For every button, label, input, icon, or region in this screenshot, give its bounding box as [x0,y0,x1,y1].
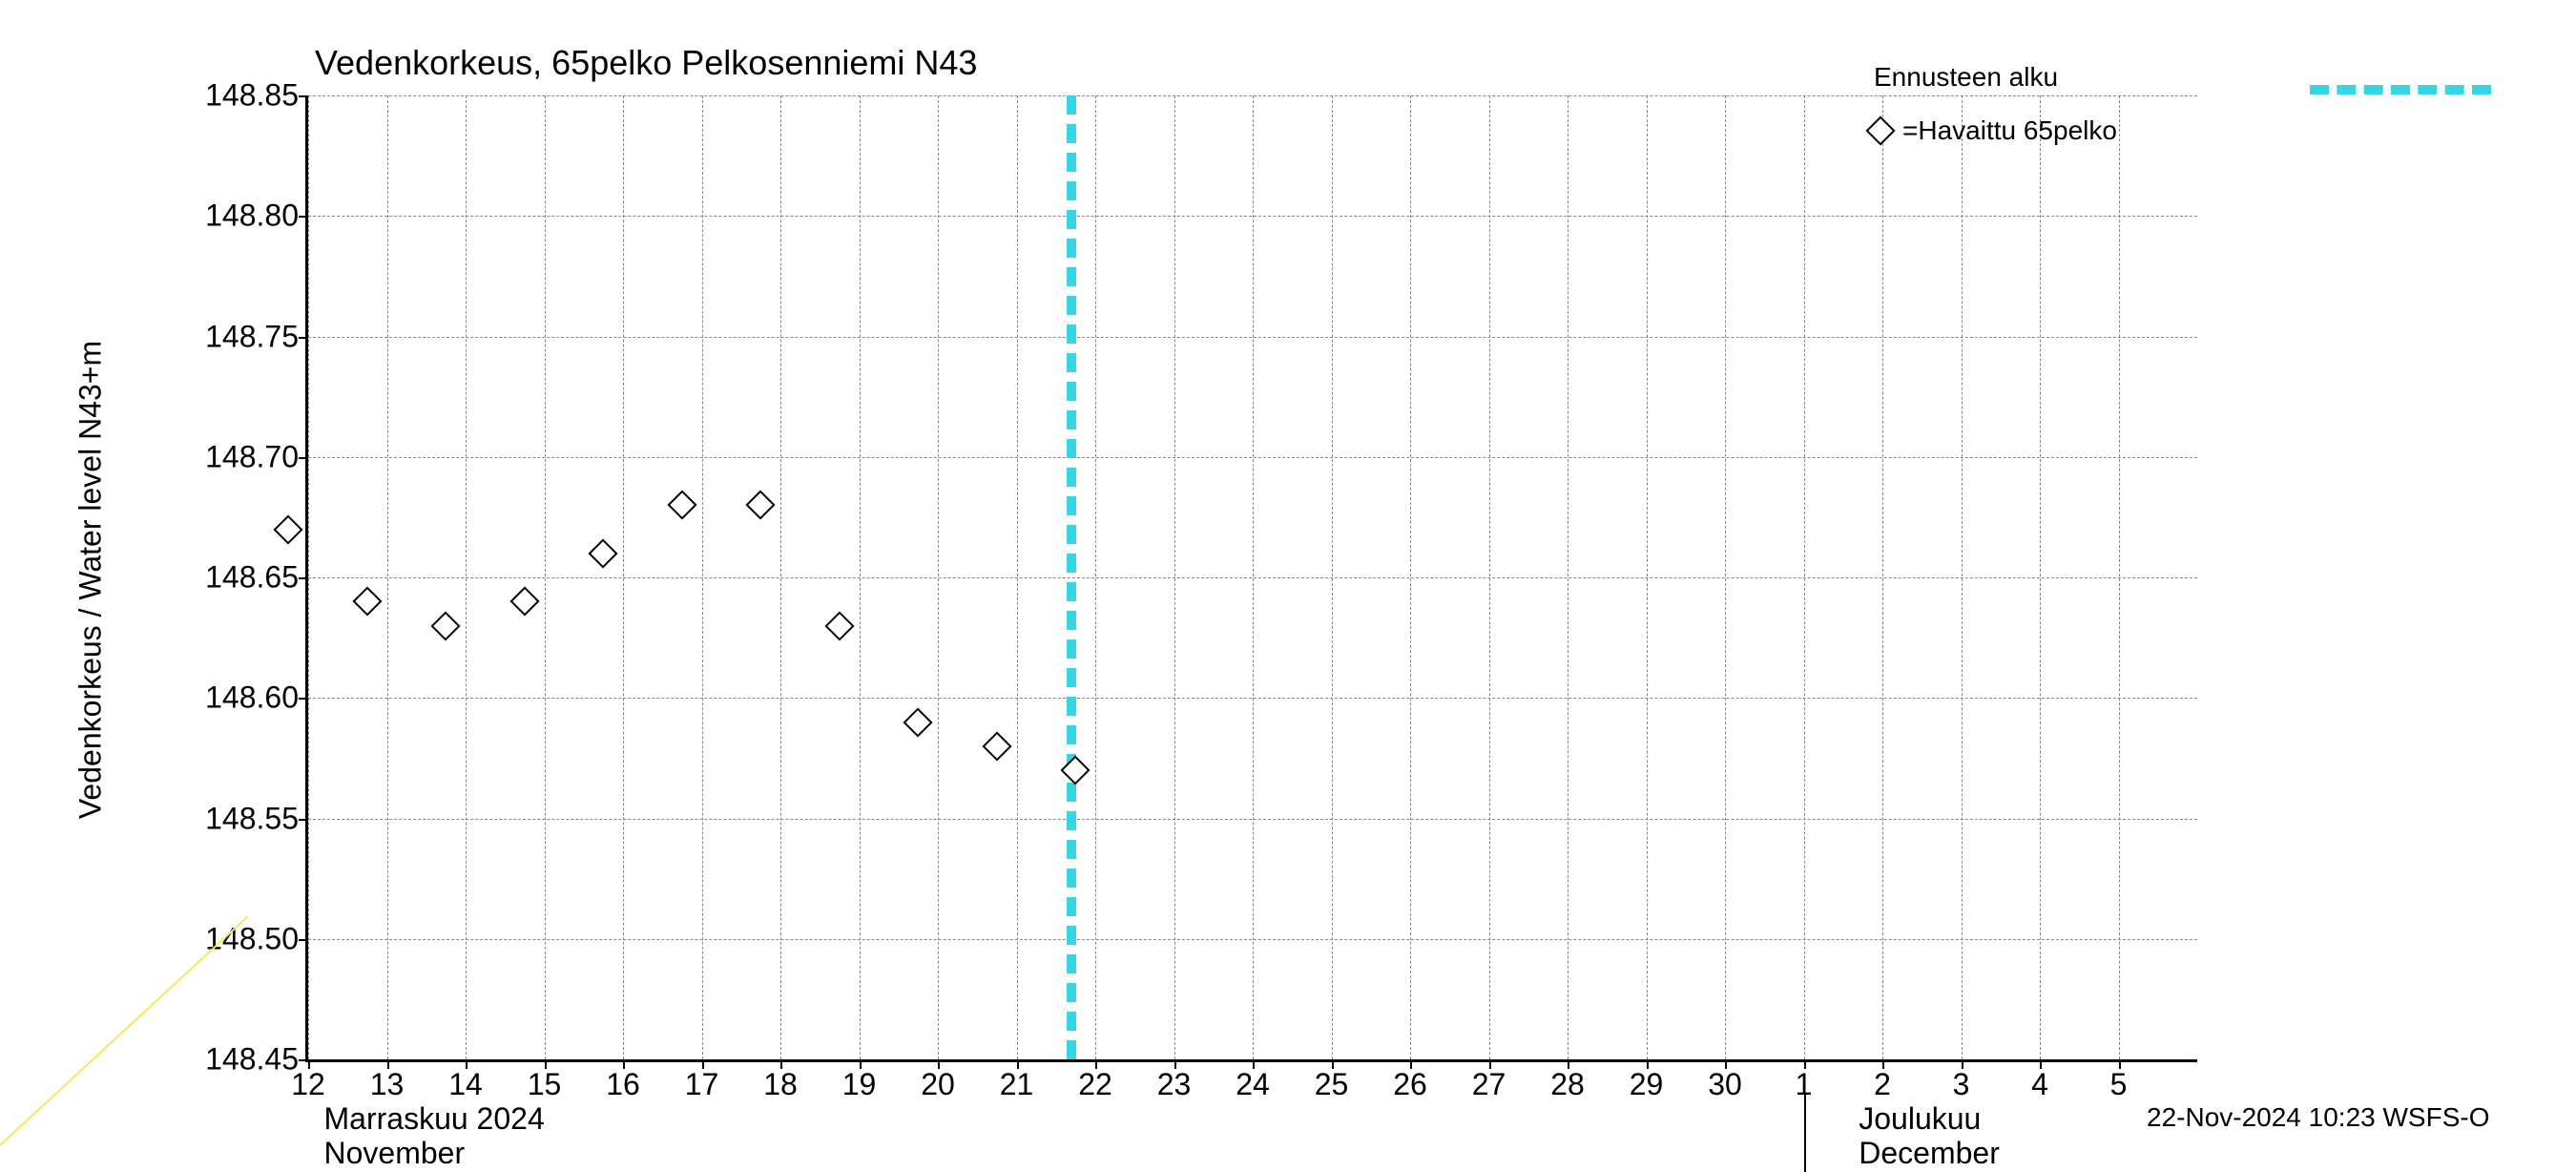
legend-forecast-label: Ennusteen alku [1874,62,2058,93]
ytick-label: 148.65 [205,560,308,596]
gridline-vertical [1725,95,1726,1059]
xtick-label: 29 [1630,1059,1664,1102]
month-label-en: December [1859,1136,2000,1171]
gridline-vertical [780,95,781,1059]
gridline-vertical [623,95,624,1059]
gridline-vertical [1804,95,1805,1059]
xtick-label: 13 [370,1059,405,1102]
timestamp: 22-Nov-2024 10:23 WSFS-O [2147,1102,2490,1133]
gridline-vertical [938,95,939,1059]
xtick-label: 14 [448,1059,483,1102]
ytick-label: 148.85 [205,78,308,114]
ytick-label: 148.50 [205,921,308,956]
legend-observed-label: =Havaittu 65pelko [1902,115,2117,146]
xtick-label: 24 [1236,1059,1270,1102]
xtick-label: 16 [606,1059,640,1102]
xtick-label: 15 [528,1059,562,1102]
y-axis-label: Vedenkorkeus / Water level N43+m [73,284,109,876]
gridline-vertical [545,95,546,1059]
xtick-label: 23 [1157,1059,1192,1102]
gridline-vertical [1882,95,1883,1059]
plot-area: 148.45148.50148.55148.60148.65148.70148.… [305,95,2197,1062]
data-point [274,514,303,544]
legend: Ennusteen alku =Havaittu 65pelko [1870,62,2117,154]
gridline-vertical [1174,95,1175,1059]
gridline-vertical [466,95,467,1059]
data-point [509,587,539,617]
gridline-vertical [2119,95,2120,1059]
xtick-label: 25 [1315,1059,1349,1102]
legend-forecast-line [2310,85,2491,94]
ytick-label: 148.60 [205,680,308,716]
xtick-label: 28 [1550,1059,1585,1102]
data-point [667,491,696,520]
gridline-vertical [1489,95,1490,1059]
xtick-label: 19 [842,1059,877,1102]
month-label-en: November [324,1136,466,1171]
xtick-label: 18 [763,1059,798,1102]
data-point [904,707,933,737]
month-divider [1804,1094,1806,1172]
month-label: Marraskuu 2024 [324,1101,545,1137]
xtick-label: 27 [1472,1059,1506,1102]
xtick-label: 4 [2031,1059,2048,1102]
diamond-icon [1865,115,1895,145]
gridline-vertical [1410,95,1411,1059]
gridline-vertical [308,95,309,1059]
forecast-start-line [1067,95,1076,1059]
ytick-label: 148.55 [205,801,308,836]
gridline-vertical [702,95,703,1059]
chart-title: Vedenkorkeus, 65pelko Pelkosenniemi N43 [315,43,977,83]
data-point [746,491,776,520]
xtick-label: 17 [685,1059,719,1102]
gridline-vertical [1962,95,1963,1059]
legend-observed-row: =Havaittu 65pelko [1870,115,2117,146]
legend-forecast-row: Ennusteen alku [1870,62,2117,93]
xtick-label: 21 [1000,1059,1034,1102]
month-label: Joulukuu [1859,1101,1981,1137]
xtick-label: 5 [2110,1059,2128,1102]
gridline-vertical [1095,95,1096,1059]
gridline-vertical [860,95,861,1059]
gridline-vertical [1253,95,1254,1059]
data-point [824,611,854,640]
data-point [589,538,618,568]
gridline-vertical [387,95,388,1059]
xtick-label: 22 [1078,1059,1112,1102]
ytick-label: 148.70 [205,439,308,474]
data-point [431,611,461,640]
chart-container: Vedenkorkeus, 65pelko Pelkosenniemi N43 … [0,0,2576,1145]
xtick-label: 20 [921,1059,955,1102]
xtick-label: 12 [291,1059,325,1102]
xtick-label: 26 [1393,1059,1427,1102]
gridline-vertical [2040,95,2041,1059]
gridline-vertical [1017,95,1018,1059]
ytick-label: 148.75 [205,319,308,354]
xtick-label: 3 [1953,1059,1970,1102]
gridline-vertical [1647,95,1648,1059]
xtick-label: 30 [1708,1059,1742,1102]
data-point [1061,755,1091,785]
gridline-vertical [1332,95,1333,1059]
data-point [982,731,1011,761]
xtick-label: 2 [1874,1059,1891,1102]
data-point [352,587,382,617]
ytick-label: 148.80 [205,199,308,234]
